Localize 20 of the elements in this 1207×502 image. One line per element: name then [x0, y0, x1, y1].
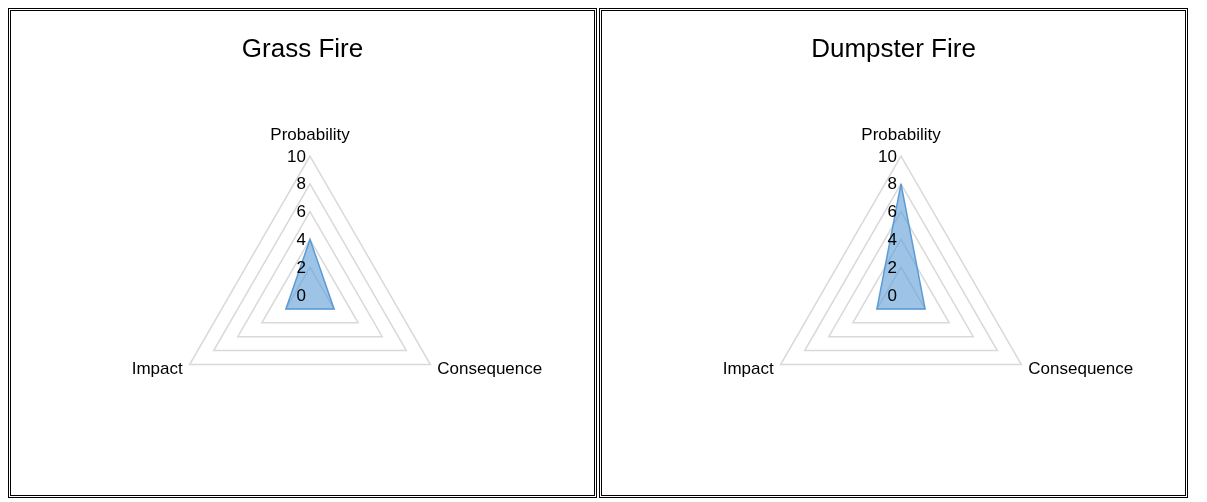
- y-tick-label: 6: [887, 202, 897, 222]
- y-tick-label: 6: [296, 202, 306, 222]
- y-tick-label: 4: [887, 229, 897, 249]
- y-tick-label: 0: [887, 285, 897, 305]
- spoke-label: Consequence: [1028, 359, 1134, 378]
- y-tick-label: 4: [296, 229, 306, 249]
- y-tick-label: 2: [887, 257, 897, 277]
- chart-title: Grass Fire: [240, 33, 365, 64]
- spoke-label: Probability: [270, 124, 351, 144]
- y-tick-label: 8: [296, 174, 306, 194]
- y-tick-label: 0: [296, 285, 306, 305]
- chart-title: Dumpster Fire: [810, 33, 977, 64]
- y-tick-label: 10: [287, 146, 306, 166]
- y-tick-label: 2: [296, 257, 306, 277]
- spoke-label: Impact: [131, 359, 183, 378]
- y-tick-label: 8: [887, 174, 897, 194]
- spoke-label: Probability: [861, 124, 942, 144]
- y-tick-label: 10: [878, 146, 897, 166]
- spoke-label: Consequence: [437, 359, 543, 378]
- spoke-label: Impact: [722, 359, 774, 378]
